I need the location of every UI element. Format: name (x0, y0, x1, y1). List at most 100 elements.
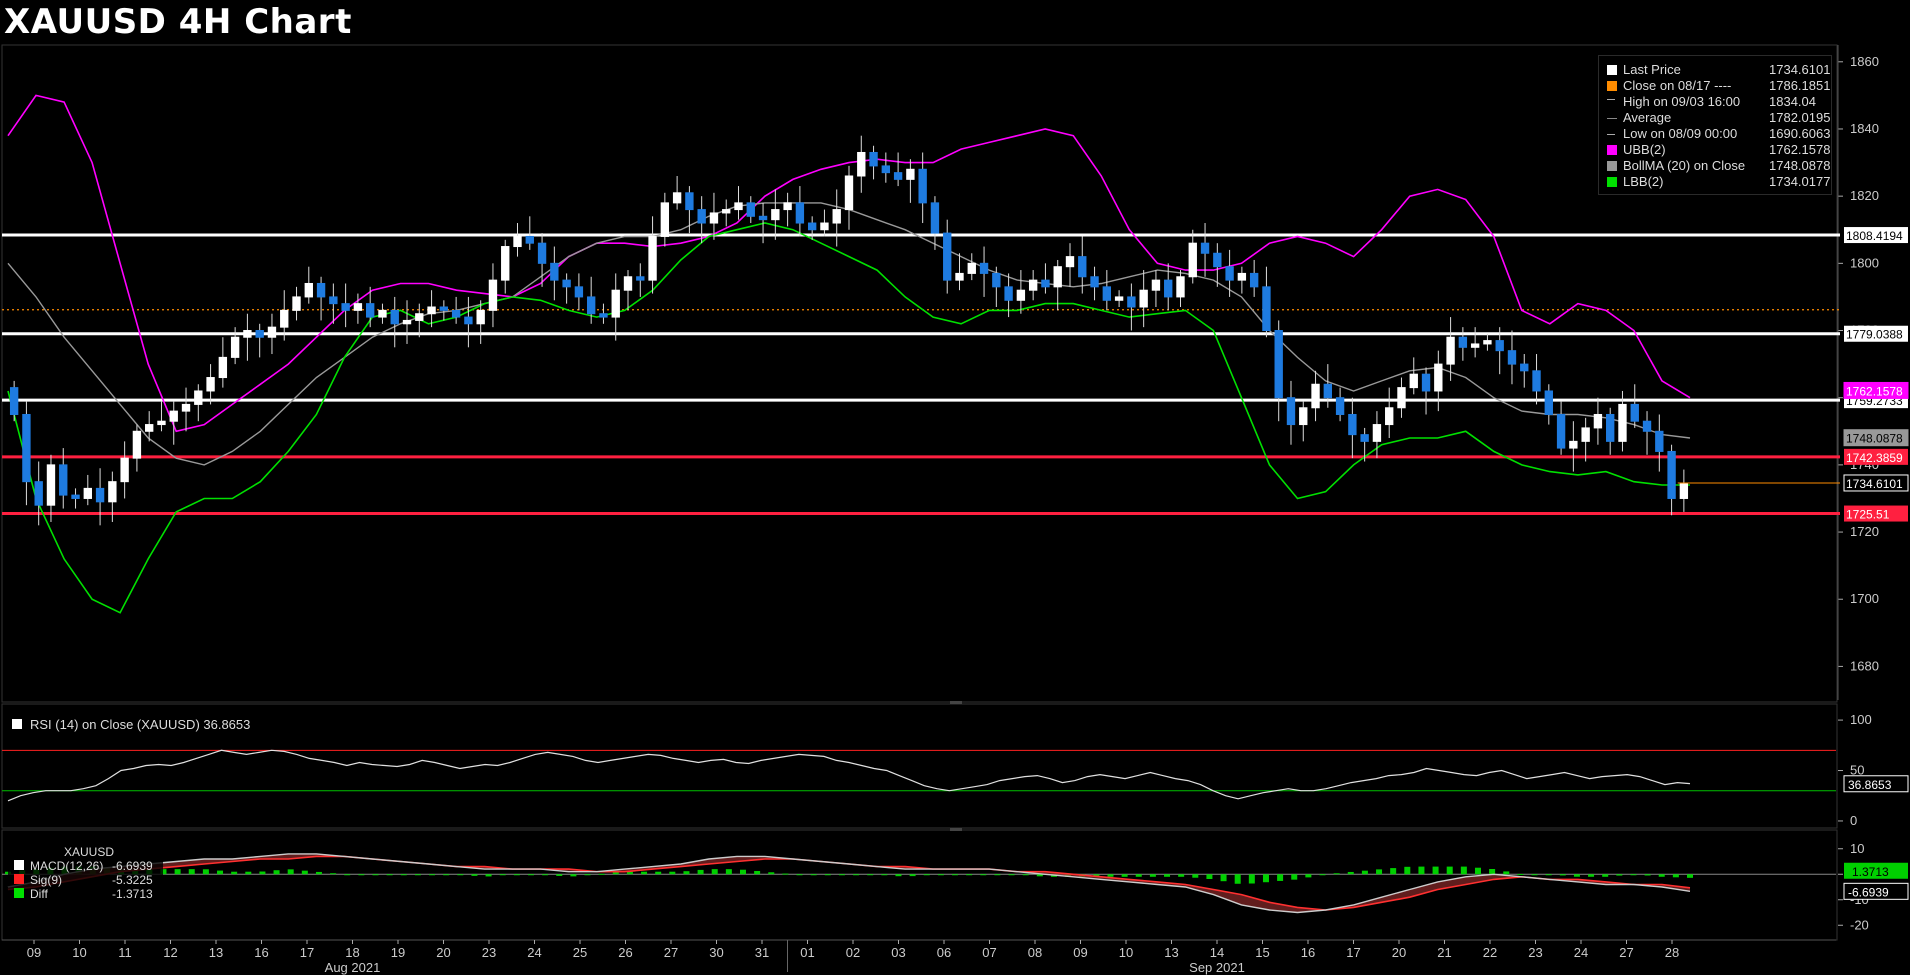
legend-value: 1734.6101 (1769, 62, 1831, 77)
price-tag-label: 1734.6101 (1846, 477, 1903, 491)
candle-down (329, 296, 338, 305)
diff-bar (1573, 874, 1580, 877)
candle-up (1434, 363, 1443, 392)
macd-legend-label: Diff (30, 887, 48, 901)
candle-down (1544, 390, 1553, 415)
diff-bar (1658, 874, 1665, 877)
candle-up (783, 202, 792, 211)
diff-bar (754, 870, 761, 875)
candle-up (648, 235, 657, 281)
candle-down (1556, 413, 1566, 449)
candle-up (1139, 289, 1148, 308)
candle-down (1667, 450, 1676, 499)
diff-bar (923, 874, 930, 876)
candle-down (1127, 296, 1136, 308)
low-marker-icon (1607, 128, 1615, 135)
candle-down (1041, 279, 1050, 288)
x-tick-label: 17 (300, 945, 314, 960)
rsi-value-tag-label: 36.8653 (1848, 778, 1892, 792)
legend-value: 1734.0177 (1769, 174, 1831, 189)
candle-up (906, 168, 915, 180)
macd-legend-value: -1.3713 (112, 887, 153, 901)
diff-bar (273, 870, 280, 875)
candle-down (34, 481, 43, 506)
candle-down (943, 232, 952, 281)
macd-line (7, 853, 1691, 914)
candle-down (365, 303, 375, 318)
candle-down (1458, 336, 1468, 348)
x-tick-label: 16 (254, 945, 268, 960)
diff-bar (1234, 874, 1241, 884)
candle-down (451, 309, 461, 318)
diff-bar (1178, 874, 1185, 877)
candle-down (1642, 420, 1652, 432)
diff-bar (1474, 867, 1481, 875)
candle-down (807, 222, 817, 231)
diff-bar (1192, 874, 1199, 878)
legend-value: 1762.1578 (1769, 142, 1831, 157)
diff-bar (1220, 874, 1227, 882)
candle-down (1164, 279, 1173, 298)
diff-bar (980, 874, 987, 876)
diff-bar (1333, 873, 1340, 875)
candle-up (1151, 279, 1161, 291)
candle-down (1262, 286, 1271, 332)
candle-down (685, 192, 694, 211)
candle-up (157, 420, 166, 426)
diff-bar (315, 871, 322, 875)
x-tick-label: 19 (391, 945, 405, 960)
candle-down (439, 306, 449, 311)
candle-down (918, 168, 927, 204)
rsi-y-tick-label: 50 (1850, 763, 1864, 778)
diff-bar (1008, 874, 1015, 876)
price-y-tick-label: 1820 (1850, 188, 1879, 203)
rsi-panel: 0 50 100 RSI (14) on Close (XAUUSD) 36.8653… (2, 712, 1909, 828)
macd-legend-bg (8, 842, 163, 906)
legend-swatch (1607, 177, 1617, 187)
panel-resize-handle-1[interactable] (950, 701, 962, 704)
x-tick-label: 30 (709, 945, 723, 960)
x-tick-label: 13 (1164, 945, 1178, 960)
candle-down (574, 286, 584, 298)
diff-bar (1277, 874, 1284, 881)
candle-down (59, 464, 68, 496)
diff-bar (1460, 866, 1467, 875)
candle-down (599, 313, 608, 318)
candle-down (316, 282, 326, 298)
x-tick-label: 10 (72, 945, 86, 960)
diff-bar (1559, 874, 1566, 876)
price-tag (1843, 474, 1909, 492)
level-tag (1844, 325, 1908, 342)
price-y-tick-label: 1800 (1850, 255, 1879, 270)
legend-row-last-price: Last Price 1734.6101 (1607, 62, 1831, 78)
diff-bar (626, 871, 633, 875)
candle-up (1618, 403, 1627, 442)
diff-bar (584, 874, 591, 876)
candle-up (1397, 387, 1406, 409)
candle-down (1090, 276, 1099, 288)
diff-bar (1432, 866, 1439, 875)
diff-bar (1121, 874, 1128, 877)
macd-legend-label: Sig(9) (30, 873, 62, 887)
candle-down (1360, 434, 1369, 442)
diff-bar (202, 869, 209, 875)
diff-bar (1644, 874, 1651, 876)
x-tick-label: 20 (1392, 945, 1406, 960)
candle-up (132, 430, 142, 459)
diff-bar (330, 873, 337, 875)
candle-up (415, 313, 424, 321)
candle-up (1053, 266, 1062, 288)
diff-bar (711, 869, 718, 875)
candle-down (95, 487, 105, 503)
diff-bar (188, 869, 195, 875)
diff-bar (1036, 874, 1043, 877)
legend-row-lbb: LBB(2) 1734.0177 (1607, 174, 1831, 190)
x-tick-label: 23 (482, 945, 496, 960)
diff-bar (1305, 874, 1312, 878)
diff-bar (1672, 874, 1679, 878)
panel-resize-handle-2[interactable] (950, 828, 962, 831)
diff-bar (768, 872, 775, 875)
x-tick-label: 09 (27, 945, 41, 960)
diff-bar (725, 869, 732, 875)
candle-up (353, 303, 363, 311)
